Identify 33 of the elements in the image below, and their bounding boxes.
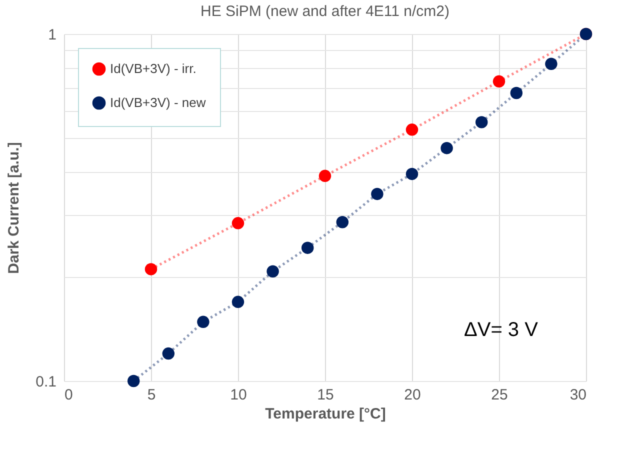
point bbox=[406, 124, 418, 136]
x-tick-label: 0 bbox=[64, 386, 73, 404]
x-tick-label: 30 bbox=[570, 386, 586, 404]
point bbox=[127, 374, 140, 388]
legend-label: Id(VB+3V) - new bbox=[110, 95, 206, 110]
point bbox=[266, 265, 279, 278]
point bbox=[545, 58, 558, 70]
legend-label: Id(VB+3V) - irr. bbox=[110, 61, 196, 76]
point bbox=[406, 168, 418, 180]
x-tick-label: 20 bbox=[404, 386, 421, 404]
x-tick-label: 25 bbox=[491, 386, 508, 404]
point bbox=[318, 170, 332, 182]
y-tick-label: 0.1 bbox=[36, 374, 56, 390]
point bbox=[440, 142, 453, 154]
y-axis-title: Dark Current [a.u.] bbox=[6, 142, 23, 274]
point bbox=[144, 263, 158, 276]
point bbox=[301, 242, 314, 254]
x-tick-label: 5 bbox=[147, 386, 156, 404]
x-tick-label: 10 bbox=[230, 386, 247, 404]
y-tick-label: 1 bbox=[48, 26, 56, 44]
x-tick-label: 15 bbox=[317, 386, 334, 404]
point bbox=[510, 86, 523, 100]
point bbox=[197, 316, 210, 328]
x-axis-title: Temperature [°C] bbox=[265, 406, 386, 422]
annotation: ΔV= 3 V bbox=[464, 319, 539, 341]
point bbox=[232, 217, 244, 230]
chart-title: HE SiPM (new and after 4E11 n/cm2) bbox=[200, 3, 450, 20]
point bbox=[232, 296, 244, 308]
point bbox=[162, 347, 175, 360]
point bbox=[371, 188, 384, 200]
point bbox=[492, 75, 506, 88]
point bbox=[475, 116, 488, 128]
point bbox=[336, 216, 349, 228]
